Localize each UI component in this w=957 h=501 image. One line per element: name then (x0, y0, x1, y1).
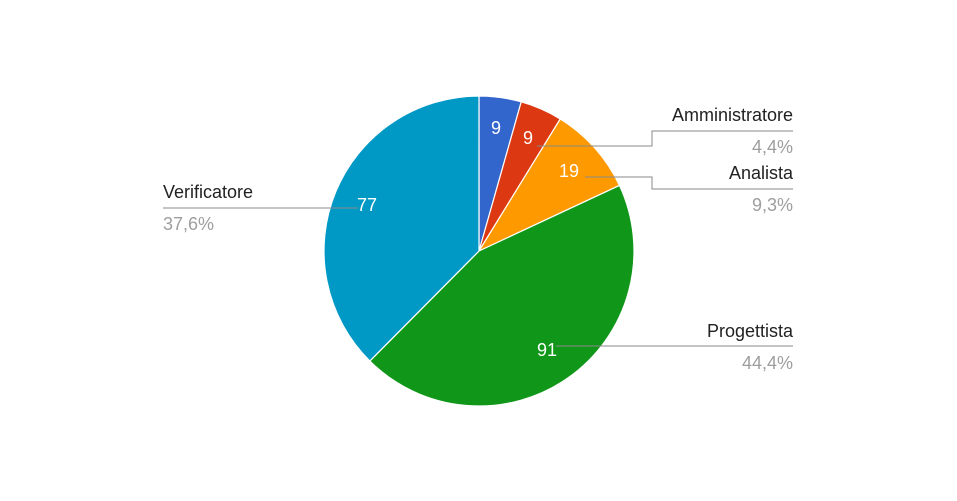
leader-lines (163, 130, 793, 347)
value-label-verificatore: 77 (357, 195, 377, 215)
value-label-analista: 19 (559, 161, 579, 181)
leader-line-analista (585, 176, 793, 190)
legend-percent-analista: 9,3% (752, 195, 793, 215)
leader-line-amministratore (537, 130, 793, 147)
pie-slice-analista (477, 118, 621, 253)
pie-slice-progettista (368, 184, 635, 407)
legend-label-verificatore: Verificatore (163, 182, 253, 202)
legend-label-progettista: Progettista (707, 321, 794, 341)
value-label-blue-slice: 9 (491, 118, 501, 138)
legend-label-amministratore: Amministratore (672, 105, 793, 125)
value-label-amministratore: 9 (523, 128, 533, 148)
pie-slices (323, 95, 635, 407)
value-label-progettista: 91 (537, 340, 557, 360)
legend-percent-progettista: 44,4% (742, 353, 793, 373)
legend-labels: Amministratore 4,4% Analista 9,3% Proget… (163, 105, 794, 373)
legend-percent-amministratore: 4,4% (752, 137, 793, 157)
pie-slice-verificatore (323, 95, 480, 362)
legend-percent-verificatore: 37,6% (163, 214, 214, 234)
legend-label-analista: Analista (729, 163, 794, 183)
slice-value-labels: 9 9 19 91 77 (357, 118, 579, 360)
